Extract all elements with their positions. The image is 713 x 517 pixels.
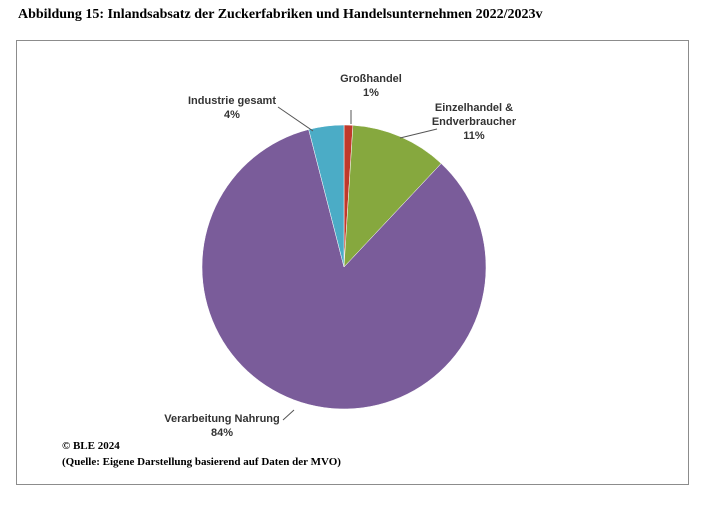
- slice-value-label-2: 84%: [211, 427, 233, 439]
- pie-slice-industrie-gesamt: [308, 124, 345, 268]
- slice-value-label-0: 1%: [363, 87, 379, 99]
- copyright-note: © BLE 2024: [62, 440, 120, 452]
- leader-line-3: [277, 106, 314, 132]
- slice-label-3-line-0: Industrie gesamt: [188, 95, 276, 107]
- slice-label-2-line-0: Verarbeitung Nahrung: [164, 413, 280, 425]
- slice-label-0-line-0: Großhandel: [340, 73, 402, 85]
- leader-line-1: [399, 128, 438, 139]
- slice-value-label-3: 4%: [224, 109, 240, 121]
- pie-slice-verarbeitung-nahrung: [201, 129, 487, 410]
- slice-label-1-line-0: Einzelhandel &: [435, 102, 513, 114]
- slice-value-label-1: 11%: [463, 130, 485, 142]
- slice-label-1-line-1: Endverbraucher: [432, 116, 517, 128]
- leader-line-2: [282, 409, 295, 421]
- pie-slices: [201, 124, 487, 410]
- pie-slice-einzelhandel-endverbraucher: [343, 125, 442, 268]
- source-note: (Quelle: Eigene Darstellung basierend au…: [62, 456, 341, 468]
- figure-title: Abbildung 15: Inlandsabsatz der Zuckerfa…: [18, 7, 543, 22]
- pie-labels: Großhandel 1% Einzelhandel & Endverbraucher…: [164, 73, 517, 439]
